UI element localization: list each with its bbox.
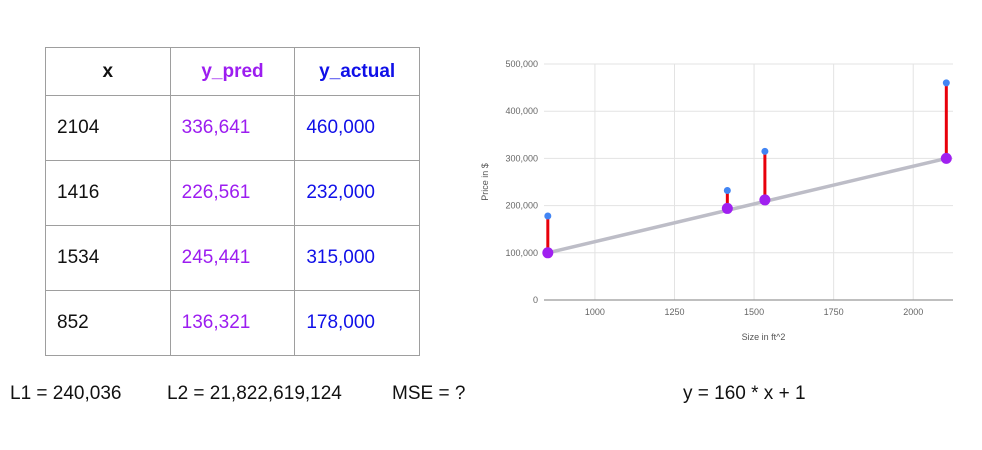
y-tick-label: 500,000 — [505, 59, 538, 69]
y-tick-label: 200,000 — [505, 201, 538, 211]
cell-x: 1534 — [45, 225, 171, 291]
l1-metric: L1 = 240,036 — [10, 383, 122, 404]
cell-y-pred: 336,641 — [169, 95, 296, 161]
x-axis-title: Size in ft^2 — [742, 332, 786, 342]
actual-point — [942, 79, 950, 87]
cell-y-pred: 226,561 — [169, 160, 296, 226]
predicted-point — [940, 152, 952, 164]
y-axis-title: Price in $ — [480, 163, 490, 201]
y-tick-label: 400,000 — [505, 106, 538, 116]
mse-metric: MSE = ? — [392, 383, 466, 404]
regression-line — [546, 156, 949, 255]
actual-point — [761, 147, 769, 155]
table-row: 852 136,321 178,000 — [45, 290, 420, 356]
predicted-point — [721, 202, 733, 214]
x-tick-label: 1500 — [744, 307, 764, 317]
table-header-row: x y_pred y_actual — [45, 47, 420, 96]
header-y-actual: y_actual — [294, 47, 420, 96]
cell-x: 852 — [45, 290, 171, 356]
cell-y-pred: 136,321 — [169, 290, 296, 356]
x-tick-label: 2000 — [903, 307, 923, 317]
y-tick-label: 300,000 — [505, 153, 538, 163]
cell-y-actual: 178,000 — [294, 290, 420, 356]
x-tick-label: 1750 — [824, 307, 844, 317]
cell-y-actual: 232,000 — [294, 160, 420, 226]
table-row: 2104 336,641 460,000 — [45, 95, 420, 161]
table-row: 1416 226,561 232,000 — [45, 160, 420, 226]
data-table: x y_pred y_actual 2104 336,641 460,000 1… — [45, 47, 420, 356]
predicted-point — [759, 194, 771, 206]
regression-equation: y = 160 * x + 1 — [683, 383, 806, 404]
cell-x: 1416 — [45, 160, 171, 226]
cell-y-actual: 460,000 — [294, 95, 420, 161]
header-y-pred: y_pred — [169, 47, 296, 96]
scatter-chart: 0 100,000 200,000 300,000 400,000 500,000 1000… — [480, 59, 953, 342]
cell-y-actual: 315,000 — [294, 225, 420, 291]
table-row: 1534 245,441 315,000 — [45, 225, 420, 291]
actual-point — [723, 186, 731, 194]
cell-y-pred: 245,441 — [169, 225, 296, 291]
y-tick-label: 0 — [533, 295, 538, 305]
y-tick-label: 100,000 — [505, 248, 538, 258]
predicted-point — [542, 247, 554, 259]
cell-x: 2104 — [45, 95, 171, 161]
l2-metric: L2 = 21,822,619,124 — [167, 383, 342, 404]
x-tick-label: 1000 — [585, 307, 605, 317]
actual-point — [544, 212, 552, 220]
x-tick-label: 1250 — [664, 307, 684, 317]
header-x: x — [45, 47, 171, 96]
